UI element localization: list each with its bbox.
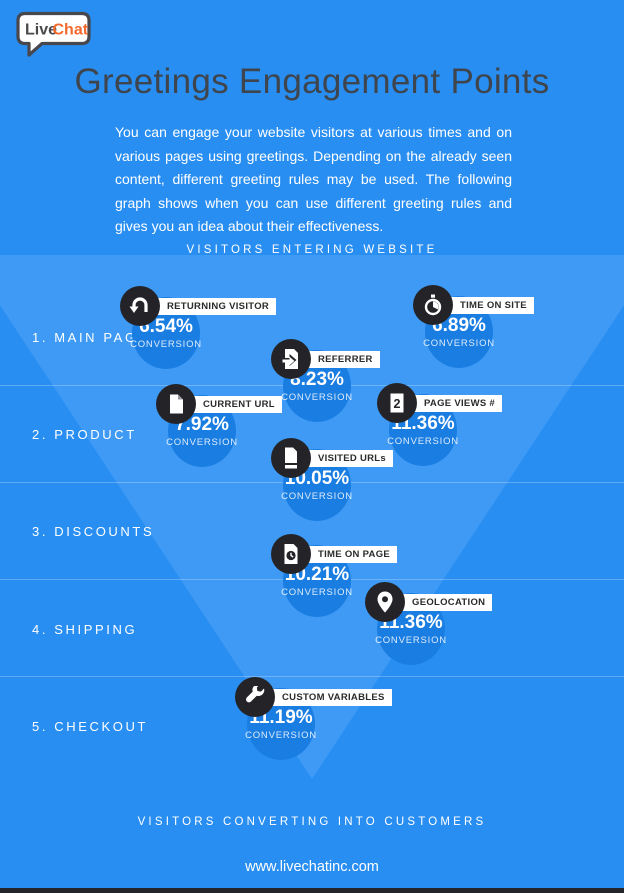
bubble-tag: VISITED URLs [291, 450, 393, 467]
engagement-bubble-visited-urls: VISITED URLs 10.05% CONVERSION [271, 438, 521, 558]
engagement-bubble-current-url: CURRENT URL 7.92% CONVERSION [156, 384, 406, 504]
conversion-caption: CONVERSION [281, 490, 353, 502]
bubble-tag: TIME ON PAGE [291, 546, 398, 563]
intro-paragraph: You can engage your website visitors at … [115, 124, 512, 234]
returning-visitor-icon [120, 286, 160, 326]
stage-label-shipping: 4. SHIPPING [32, 622, 138, 637]
time-on-site-icon [413, 285, 453, 325]
engagement-bubble-returning-visitor: RETURNING VISITOR 6.54% CONVERSION [120, 286, 370, 406]
stage-label-product: 2. PRODUCT [32, 427, 137, 442]
current-url-icon [156, 384, 196, 424]
conversion-caption: CONVERSION [375, 634, 447, 646]
stage-label-checkout: 5. CHECKOUT [32, 719, 149, 734]
bubble-tag: REFERRER [291, 351, 380, 368]
stage-label-discounts: 3. DISCOUNTS [32, 524, 155, 539]
geolocation-icon [365, 582, 405, 622]
svg-text:2: 2 [394, 397, 401, 411]
conversion-caption: CONVERSION [130, 338, 202, 350]
conversion-caption: CONVERSION [281, 586, 353, 598]
stage-label-main-page: 1. MAIN PAGE [32, 330, 149, 345]
engagement-bubble-time-on-page: TIME ON PAGE 10.21% CONVERSION [271, 534, 521, 654]
bubble-tag: CURRENT URL [176, 396, 282, 413]
page-title: Greetings Engagement Points [74, 62, 550, 101]
engagement-bubble-time-on-site: TIME ON SITE 6.89% CONVERSION [413, 285, 624, 405]
page-views-icon: 2 [377, 383, 417, 423]
custom-variables-icon [235, 677, 275, 717]
conversion-caption: CONVERSION [423, 337, 495, 349]
referrer-icon [271, 339, 311, 379]
website-url: www.livechatinc.com [245, 859, 379, 875]
exit-label: VISITORS CONVERTING INTO CUSTOMERS [137, 816, 487, 828]
engagement-bubble-page-views: PAGE VIEWS # 2 11.36% CONVERSION [377, 383, 624, 503]
bubble-tag: PAGE VIEWS # [397, 395, 502, 412]
conversion-caption: CONVERSION [166, 436, 238, 448]
logo-text-live: Live [25, 22, 57, 39]
livechat-logo: Live Chat [14, 10, 98, 60]
conversion-caption: CONVERSION [245, 729, 317, 741]
bubble-tag: CUSTOM VARIABLES [255, 689, 392, 706]
bubble-tag: RETURNING VISITOR [140, 298, 277, 315]
conversion-caption: CONVERSION [387, 435, 459, 447]
bubble-tag: TIME ON SITE [433, 297, 534, 314]
livechat-logo-icon: Live Chat [16, 11, 91, 57]
engagement-bubble-geolocation: GEOLOCATION 11.36% CONVERSION [365, 582, 615, 702]
engagement-bubble-custom-variables: CUSTOM VARIABLES 11.19% CONVERSION [235, 677, 485, 797]
conversion-caption: CONVERSION [281, 391, 353, 403]
bubble-tag: GEOLOCATION [385, 594, 493, 611]
engagement-bubble-referrer: REFERRER 8.23% CONVERSION [271, 339, 521, 459]
logo-text-chat: Chat [53, 22, 89, 39]
stage-divider [0, 676, 624, 677]
time-on-page-icon [271, 534, 311, 574]
footer-bar [0, 888, 624, 893]
visited-urls-icon [271, 438, 311, 478]
entry-label: VISITORS ENTERING WEBSITE [186, 244, 438, 256]
